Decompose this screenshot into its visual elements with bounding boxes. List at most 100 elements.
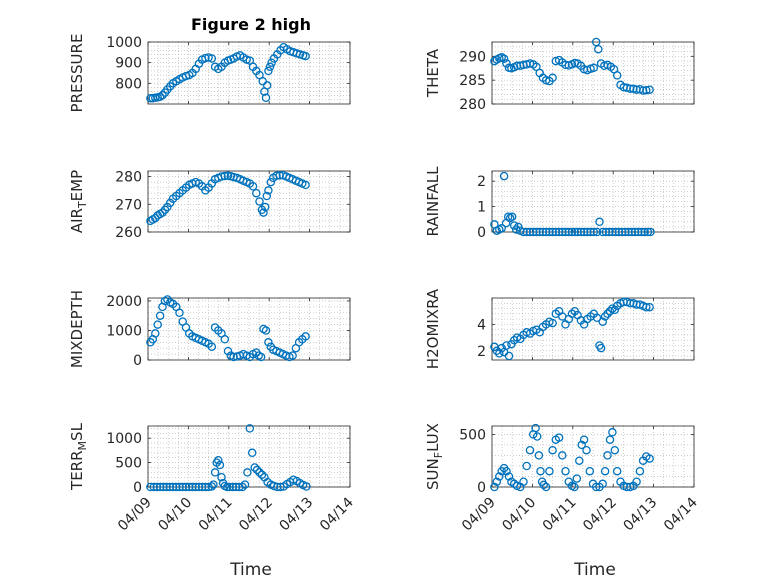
data-point	[532, 432, 542, 441]
subplot-terr-msl: 0 500 1000 04/09 04/10 04/11 04/12 04/13 04/14 TE…	[68, 422, 357, 534]
subplot-theta: 280 285 290 THETA	[424, 37, 695, 113]
data-point	[250, 463, 259, 472]
data-point	[222, 482, 232, 492]
data-point	[519, 477, 528, 486]
data-point	[240, 480, 250, 489]
subplot-pressure: 800 900 1000 PRESSURE	[68, 34, 351, 113]
data-point	[149, 482, 158, 492]
data-point	[502, 341, 511, 350]
data-point	[152, 482, 162, 492]
data-point	[531, 423, 540, 433]
data-point	[266, 177, 276, 187]
data-point	[567, 227, 577, 237]
data-point	[255, 197, 264, 206]
data-point	[554, 433, 564, 442]
x-tick-label: 04/13	[277, 495, 317, 535]
data-point	[146, 482, 155, 492]
y-tick-label: 800	[115, 76, 142, 92]
y-axis-label: THETA	[424, 48, 442, 98]
data-point	[495, 349, 504, 358]
x-axis-label-right: Time	[573, 560, 616, 580]
data-point	[507, 212, 517, 222]
data-point	[207, 342, 217, 351]
x-tick-label: 04/13	[621, 495, 661, 535]
y-tick-label: 1000	[106, 323, 142, 339]
y-tick-label: 1000	[106, 431, 142, 447]
data-point	[225, 482, 234, 492]
data-point	[228, 482, 238, 492]
data-point	[301, 180, 310, 190]
axes-frame	[147, 41, 351, 105]
data-point	[165, 198, 175, 208]
data-point	[646, 227, 655, 237]
x-axis-label-left: Time	[229, 560, 272, 580]
data-point	[548, 73, 557, 83]
y-tick-label: 285	[459, 73, 486, 89]
y-axis-label: SUNFLUX	[424, 423, 445, 490]
data-point	[621, 227, 630, 237]
data-point	[603, 309, 612, 319]
data-point	[611, 227, 620, 237]
y-tick-label: 2	[477, 174, 486, 190]
data-point	[252, 465, 262, 475]
data-point	[264, 186, 273, 195]
y-tick-label: 500	[115, 456, 142, 472]
data-point	[640, 227, 649, 237]
y-tick-label: 2000	[106, 294, 142, 310]
data-point	[175, 482, 184, 492]
subplot-mixdepth: 0 1000 2000 MIXDEPTH	[68, 290, 351, 369]
data-point	[570, 227, 580, 237]
data-point	[155, 311, 165, 320]
data-point	[247, 448, 257, 458]
x-tick-label: 04/11	[540, 495, 580, 535]
data-point	[603, 451, 612, 460]
subplot-air-temp: 260 270 280 AIRTEMP	[68, 170, 351, 241]
data-point	[165, 482, 175, 492]
data-point	[168, 482, 178, 492]
subplot-sun-flux: 0 500 04/09 04/10 04/11 04/12 04/13 04/14 SUNFLU…	[424, 423, 701, 534]
data-point	[302, 482, 311, 491]
data-point	[492, 477, 502, 486]
data-point	[608, 227, 617, 237]
data-point	[548, 445, 557, 455]
axes-frame	[491, 297, 695, 361]
data-point	[155, 482, 165, 492]
data-point	[191, 482, 200, 492]
data-point	[579, 227, 589, 237]
data-point	[256, 352, 266, 362]
data-point	[215, 460, 225, 470]
data-point	[643, 227, 653, 237]
figure-title: Figure 2 high	[191, 15, 311, 34]
x-tick-label: 04/14	[317, 494, 357, 534]
data-point	[592, 227, 602, 237]
y-tick-label: 260	[115, 225, 142, 241]
data-point	[172, 482, 181, 492]
data-point	[258, 77, 267, 86]
data-point	[595, 217, 604, 227]
data-point	[181, 482, 191, 492]
data-point	[575, 456, 584, 465]
data-point	[502, 466, 511, 476]
y-axis-label: AIRTEMP	[68, 170, 89, 233]
data-point	[210, 468, 220, 477]
y-tick-label: 500	[459, 427, 486, 443]
data-point	[184, 482, 194, 492]
data-point	[534, 451, 544, 460]
data-point	[255, 468, 264, 477]
data-point	[252, 188, 261, 198]
data-point	[605, 306, 615, 316]
data-point	[272, 171, 281, 180]
data-point	[273, 482, 282, 492]
data-point	[188, 482, 197, 492]
data-point	[539, 480, 548, 490]
data-point	[301, 51, 310, 61]
data-point	[601, 227, 611, 237]
data-point	[612, 71, 622, 80]
data-point	[151, 213, 160, 223]
data-point	[209, 480, 218, 489]
y-axis-label: PRESSURE	[68, 34, 86, 113]
data-point	[577, 440, 586, 450]
subplot-rainfall: 0 1 2 RAINFALL	[424, 166, 695, 241]
